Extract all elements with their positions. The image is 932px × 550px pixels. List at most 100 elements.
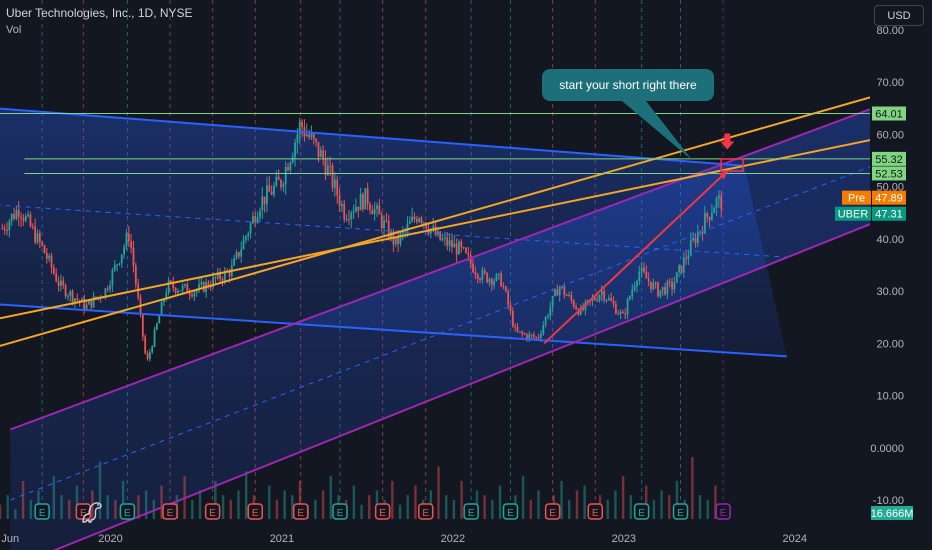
candle-body (364, 188, 367, 210)
candle-body (380, 214, 383, 229)
volume-bar (14, 509, 17, 519)
volume-bar (675, 480, 679, 519)
candle-body (387, 220, 390, 239)
volume-bar (6, 495, 9, 519)
candle-body (125, 233, 128, 247)
candle-body (50, 255, 53, 268)
candle-body (547, 316, 549, 318)
earnings-marker-label: E (592, 508, 599, 519)
candle-body (514, 326, 517, 328)
candle-body (6, 230, 8, 232)
candle-body (521, 331, 524, 334)
candle-body (233, 258, 236, 266)
candle-body (394, 236, 397, 245)
volume-bars (0, 457, 725, 519)
candle-body (638, 271, 641, 282)
candle-body (551, 295, 554, 308)
candle-body (558, 287, 561, 296)
candle-body (528, 334, 531, 339)
candle-body (654, 282, 657, 284)
time-axis[interactable]: Jun 2020 2021 2022 2023 2024 (1, 533, 807, 545)
volume-bar (137, 495, 140, 519)
down-arrow-marker-shaft (724, 133, 731, 142)
candle-body (432, 226, 435, 229)
earnings-marker-2: E (119, 503, 136, 520)
candle-body (355, 206, 357, 212)
volume-bar (498, 485, 502, 519)
symbol-title[interactable]: Uber Technologies, Inc., 1D, NYSE (6, 6, 193, 20)
volume-bar (275, 499, 279, 519)
volume-bar (198, 490, 202, 519)
candle-body (29, 214, 32, 227)
candle-body (69, 291, 72, 296)
candle-body (598, 295, 601, 301)
candle-body (256, 217, 259, 223)
annotation-callout[interactable]: start your short right there (542, 69, 714, 101)
price-badge-value: 55.32 (875, 154, 903, 166)
volume-indicator-label[interactable]: Vol (6, 24, 22, 36)
candle-body (165, 292, 168, 300)
drawings[interactable] (0, 81, 932, 550)
volume-bar (75, 485, 79, 519)
candle-body (277, 176, 280, 180)
dino-logo-icon[interactable] (80, 498, 106, 524)
volume-bar (644, 485, 648, 519)
candle-body (650, 281, 652, 290)
earnings-marker-16: E (715, 503, 731, 520)
earnings-marker-label: E (507, 508, 514, 519)
volume-bar (329, 476, 332, 519)
price-badge-1: 55.32 (872, 151, 906, 166)
candle-body (317, 141, 320, 157)
candle-body (76, 298, 79, 301)
candle-body (500, 273, 503, 287)
candle-body (294, 142, 296, 157)
volume-bar (98, 461, 102, 519)
candle-body (692, 237, 695, 241)
earnings-marker-0: E (34, 503, 50, 520)
candle-body (565, 295, 568, 297)
candle-body (155, 323, 158, 330)
volume-bar (529, 499, 533, 519)
rising-channel-fill (10, 108, 873, 550)
candle-body (458, 241, 460, 255)
price-axis[interactable]: 80.00 70.00 60.00 50.00 40.00 30.00 20.00 10.00… (870, 0, 932, 530)
candle-body (177, 291, 179, 293)
target-box (720, 158, 744, 172)
candle-body (223, 270, 226, 281)
earnings-marker-11: E (502, 503, 519, 520)
candle-body (399, 233, 402, 244)
candle-body (715, 198, 718, 208)
candle-body (345, 219, 348, 221)
candle-body (434, 226, 437, 236)
candle-body (603, 290, 606, 301)
volume-bar (160, 485, 163, 519)
candle-body (280, 179, 282, 187)
down-arrow-marker-head (720, 141, 735, 150)
candle-body (268, 185, 271, 192)
volume-bar (52, 476, 56, 519)
currency-button[interactable]: USD (874, 5, 924, 26)
candle-body (481, 270, 484, 281)
projection-arrow-head (718, 171, 728, 180)
candle-body (376, 205, 378, 209)
trendline-5 (10, 165, 873, 501)
candle-body (436, 231, 439, 236)
candle-body (191, 294, 193, 297)
trendline-3 (9, 107, 873, 431)
candle-body (720, 195, 723, 209)
candle-body (57, 281, 60, 286)
volume-bar (444, 495, 448, 519)
candle-body (699, 231, 702, 233)
candle-body (718, 195, 720, 199)
candle-body (266, 185, 268, 205)
candle-body (167, 280, 170, 293)
volume-bar (321, 490, 325, 519)
candle-body (549, 307, 552, 317)
volume-bar (606, 499, 609, 519)
candle-body (170, 280, 172, 283)
callout-pointer (622, 101, 692, 160)
candle-body (270, 191, 273, 195)
candle-body (626, 299, 629, 315)
